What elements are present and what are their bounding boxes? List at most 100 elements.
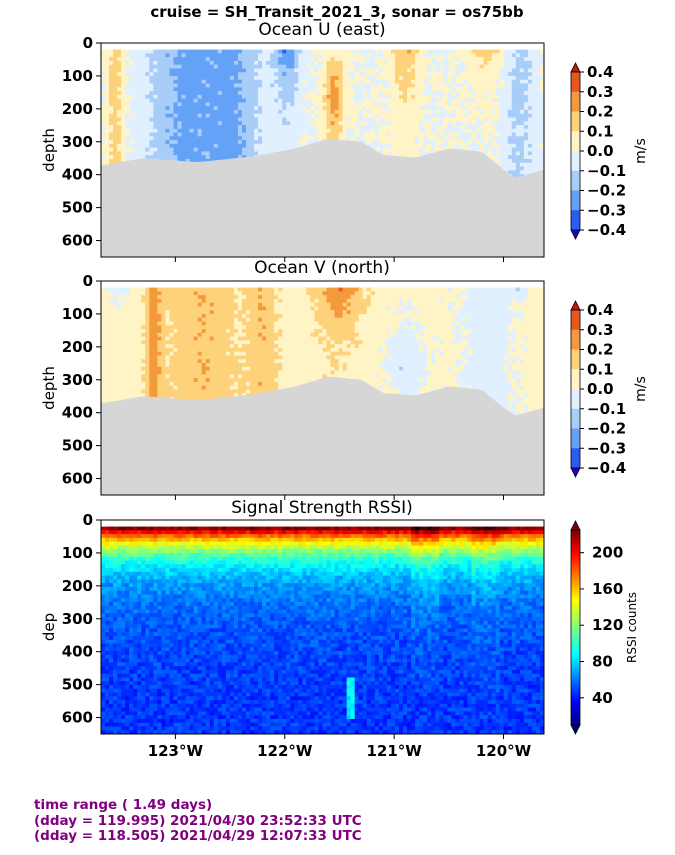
heatmap-cell (495, 158, 501, 164)
heatmap-cell (165, 287, 171, 292)
heatmap-cell (165, 109, 171, 115)
heatmap-cell (403, 79, 408, 85)
heatmap-cell (483, 91, 489, 96)
heatmap-cell (290, 374, 295, 379)
heatmap-cell (370, 121, 376, 126)
heatmap-cell (314, 136, 320, 141)
heatmap-cell (491, 60, 497, 66)
heatmap-cell (407, 98, 412, 103)
heatmap-cell (350, 140, 356, 142)
heatmap-cell (354, 57, 360, 62)
heatmap-cell (193, 113, 199, 119)
heatmap-cell (270, 125, 275, 130)
heatmap-cell (499, 75, 505, 81)
heatmap-cell (193, 49, 199, 54)
heatmap-cell (507, 94, 513, 100)
heatmap-cell (286, 291, 291, 296)
heatmap-cell (266, 310, 271, 315)
heatmap-cell (338, 98, 344, 103)
heatmap-cells (101, 281, 544, 495)
heatmap-cell (185, 151, 191, 156)
heatmap-cell (173, 83, 179, 88)
heatmap-cell (310, 128, 316, 134)
heatmap-cell (318, 121, 324, 126)
heatmap-cell (274, 64, 279, 70)
heatmap-cell (241, 72, 247, 77)
heatmap-cell (209, 340, 215, 345)
heatmap-cell (447, 109, 452, 115)
heatmap-cell (310, 321, 316, 326)
heatmap-cell (282, 344, 287, 349)
heatmap-cell (479, 68, 485, 73)
heatmap-cell (113, 393, 118, 398)
heatmap-cell (306, 75, 312, 81)
heatmap-cell (217, 332, 223, 338)
heatmap-cell (322, 136, 328, 141)
heatmap-cell (475, 136, 481, 141)
heatmap-cell (483, 72, 489, 77)
heatmap-cell (250, 336, 255, 341)
heatmap-cell (290, 359, 295, 364)
heatmap-cell (153, 291, 158, 296)
heatmap-cell (519, 83, 525, 88)
heatmap-cell (250, 72, 255, 77)
colorbar-segment (571, 151, 580, 172)
heatmap-cell (451, 64, 456, 70)
heatmap-cell (527, 53, 533, 58)
heatmap-cell (374, 64, 380, 70)
heatmap-cell (354, 87, 360, 92)
heatmap-cell (141, 302, 146, 308)
heatmap-cell (491, 151, 497, 156)
heatmap-cell (479, 151, 485, 153)
heatmap-cell (209, 79, 215, 85)
heatmap-cell (157, 49, 163, 54)
heatmap-cell (221, 291, 227, 296)
heatmap-cell (330, 306, 336, 311)
heatmap-cell (157, 75, 163, 81)
heatmap-cell (503, 155, 509, 160)
heatmap-cell (262, 355, 267, 360)
heatmap-cell (189, 310, 195, 315)
heatmap-cell (250, 132, 255, 137)
heatmap-cell (250, 385, 255, 391)
heatmap-cell (241, 332, 247, 338)
heatmap-cell (439, 64, 444, 70)
heatmap-cell (117, 370, 122, 375)
heatmap-cell (149, 340, 154, 345)
heatmap-cell (338, 291, 344, 296)
heatmap-cell (129, 385, 134, 391)
heatmap-cell (237, 336, 243, 341)
heatmap-cell (133, 121, 138, 126)
heatmap-cell (310, 121, 316, 126)
heatmap-cell (161, 147, 167, 153)
heatmap-cell (322, 113, 328, 119)
heatmap-cell (181, 91, 187, 96)
heatmap-cell (254, 143, 259, 149)
heatmap-cell (125, 72, 130, 77)
heatmap-cell (407, 72, 412, 77)
heatmap-cell (185, 53, 191, 58)
heatmap-cell (109, 359, 114, 364)
heatmap-cell (105, 49, 110, 54)
heatmap-cell (511, 113, 517, 119)
heatmap-cell (322, 49, 328, 54)
heatmap-cell (334, 98, 340, 103)
heatmap-cell (266, 298, 271, 304)
heatmap-cell (101, 72, 106, 77)
heatmap-cell (241, 136, 247, 141)
heatmap-cell (282, 340, 287, 345)
heatmap-cell (213, 344, 219, 349)
heatmap-cell (189, 336, 195, 341)
heatmap-cell (173, 136, 179, 141)
heatmap-cell (245, 57, 251, 62)
heatmap-cell (511, 79, 517, 85)
heatmap-cell (113, 117, 118, 122)
heatmap-cell (318, 140, 324, 142)
heatmap-cell (189, 302, 195, 308)
heatmap-cell (475, 106, 481, 111)
heatmap-cell (499, 158, 505, 164)
heatmap-cell (197, 306, 203, 311)
heatmap-cell (334, 132, 340, 137)
heatmap-cell (169, 98, 175, 103)
heatmap-cell (282, 60, 287, 66)
